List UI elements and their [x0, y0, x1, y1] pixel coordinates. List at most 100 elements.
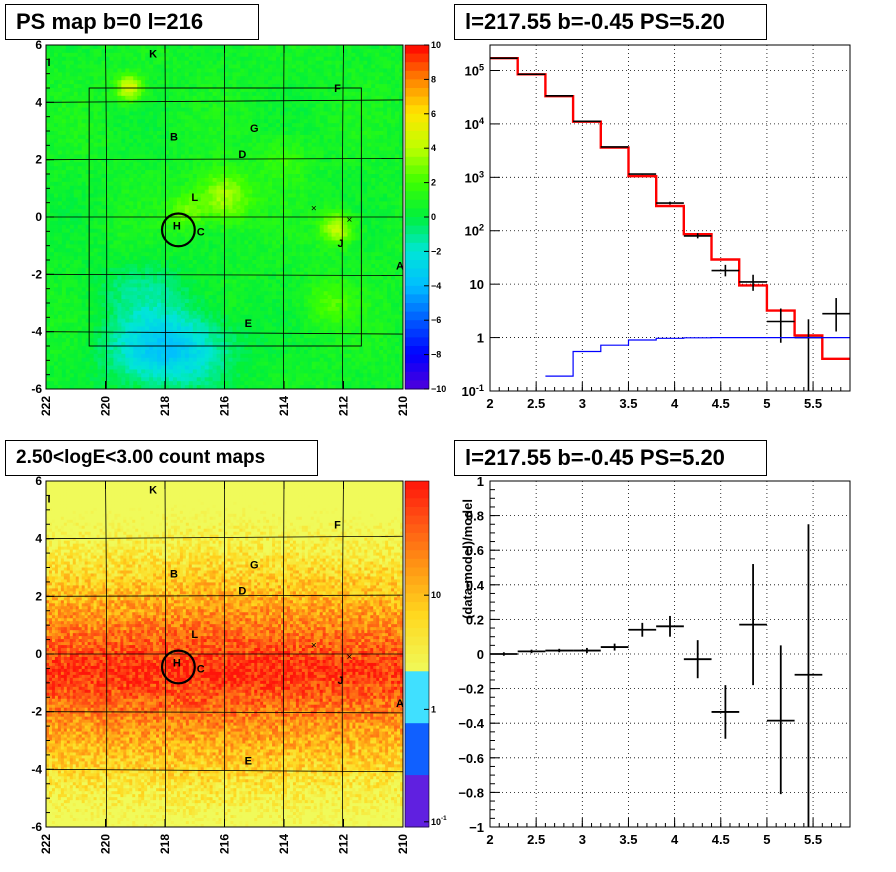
source-label-C: C [197, 663, 205, 675]
x-tick-label: 3.5 [619, 396, 637, 411]
colorbar-cell [405, 363, 429, 372]
y-tick-label: -6 [31, 382, 42, 396]
y-axis-title: (data-model)/model [460, 499, 475, 619]
y-tick-label: 105 [464, 62, 484, 78]
colorbar-cell [405, 88, 429, 97]
colorbar-cell [405, 157, 429, 166]
colorbar-cell [405, 680, 429, 689]
colorbar-cell [405, 749, 429, 758]
y-tick-label: 0 [35, 210, 42, 224]
colorbar-tick-label: −8 [431, 350, 441, 360]
colorbar-cell [405, 286, 429, 295]
y-tick-label: 2 [35, 589, 42, 603]
colorbar-cell [405, 775, 429, 784]
x-tick-label: 5 [763, 832, 770, 847]
source-cross-marker: × [347, 215, 353, 226]
y-tick-label: 0 [35, 647, 42, 661]
y-tick-label: 104 [464, 116, 484, 132]
y-tick-label: 4 [35, 95, 42, 109]
colorbar-cell [405, 732, 429, 741]
y-tick-label: -2 [31, 705, 42, 719]
y-tick-label: -4 [31, 325, 42, 339]
colorbar-cell [405, 818, 429, 827]
y-tick-label: 6 [35, 38, 42, 52]
colorbar-cell [405, 507, 429, 516]
colorbar-cell [405, 766, 429, 775]
figure-canvas: IKFGBDLH CJAE××222 220 218 216 214 212 2106420-… [0, 0, 896, 872]
x-tick-label: 220 [99, 834, 113, 854]
x-tick-label: 2 [486, 396, 493, 411]
y-tick-label: 0 [477, 647, 484, 662]
source-label-F: F [334, 83, 341, 95]
colorbar-tick-label: 1 [431, 704, 436, 714]
x-tick-label: 2.5 [527, 396, 545, 411]
colorbar-cell [405, 619, 429, 628]
y-tick-label: 6 [35, 474, 42, 488]
colorbar-cell [405, 723, 429, 732]
y-tick-label: 1 [477, 331, 484, 346]
colorbar-cell [405, 801, 429, 810]
colorbar-cell [405, 277, 429, 286]
colorbar-tick-label: −6 [431, 315, 441, 325]
source-label-B: B [170, 132, 178, 144]
colorbar-cell [405, 706, 429, 715]
colorbar-cell [405, 542, 429, 551]
colorbar-tick-label: 4 [431, 143, 436, 153]
colorbar-cell [405, 71, 429, 80]
x-tick-label: 5.5 [804, 832, 822, 847]
colorbar-cell [405, 346, 429, 355]
colorbar-cell [405, 45, 429, 54]
colorbar-cell [405, 481, 429, 490]
source-label-G: G [250, 560, 259, 572]
source-label-C: C [197, 226, 205, 238]
x-tick-label: 2.5 [527, 832, 545, 847]
colorbar-tick-label: 10-1 [431, 815, 447, 827]
colorbar-cell [405, 654, 429, 663]
colorbar-cell [405, 337, 429, 346]
colorbar-cell [405, 183, 429, 192]
source-label-H: H [173, 221, 181, 233]
y-tick-label: −0.6 [458, 751, 484, 766]
x-tick-label: 210 [396, 396, 410, 416]
x-tick-label: 5 [763, 396, 770, 411]
colorbar-cell [405, 62, 429, 71]
x-tick-label: 4.5 [712, 396, 730, 411]
colorbar-cell [405, 550, 429, 559]
colorbar-cell [405, 576, 429, 585]
y-tick-label: −1 [469, 820, 484, 835]
x-tick-label: 4.5 [712, 832, 730, 847]
x-tick-label: 216 [218, 834, 232, 854]
y-tick-label: 10-1 [461, 383, 484, 399]
colorbar-cell [405, 140, 429, 149]
colorbar-cell [405, 114, 429, 123]
source-label-L: L [191, 629, 198, 641]
colorbar-cell [405, 792, 429, 801]
colorbar-cell [405, 226, 429, 235]
x-tick-label: 216 [218, 396, 232, 416]
x-tick-label: 2 [486, 832, 493, 847]
x-tick-label: 4 [671, 396, 679, 411]
source-cross-marker: × [347, 652, 353, 663]
source-cross-marker: × [311, 203, 317, 214]
y-tick-label: 103 [464, 169, 484, 185]
colorbar-cell [405, 105, 429, 114]
colorbar-cell [405, 54, 429, 63]
source-label-J: J [337, 238, 343, 250]
x-tick-label: 222 [39, 396, 53, 416]
colorbar-cell [405, 380, 429, 389]
colorbar-cell [405, 269, 429, 278]
colorbar-cell [405, 174, 429, 183]
colorbar-cell [405, 611, 429, 620]
x-tick-label: 220 [99, 396, 113, 416]
y-tick-label: 4 [35, 532, 42, 546]
colorbar-cell [405, 329, 429, 338]
colorbar-cell [405, 148, 429, 157]
colorbar-cell [405, 355, 429, 364]
source-label-K: K [149, 49, 157, 61]
source-label-G: G [250, 123, 259, 135]
colorbar-cell [405, 234, 429, 243]
colorbar-cell [405, 260, 429, 269]
